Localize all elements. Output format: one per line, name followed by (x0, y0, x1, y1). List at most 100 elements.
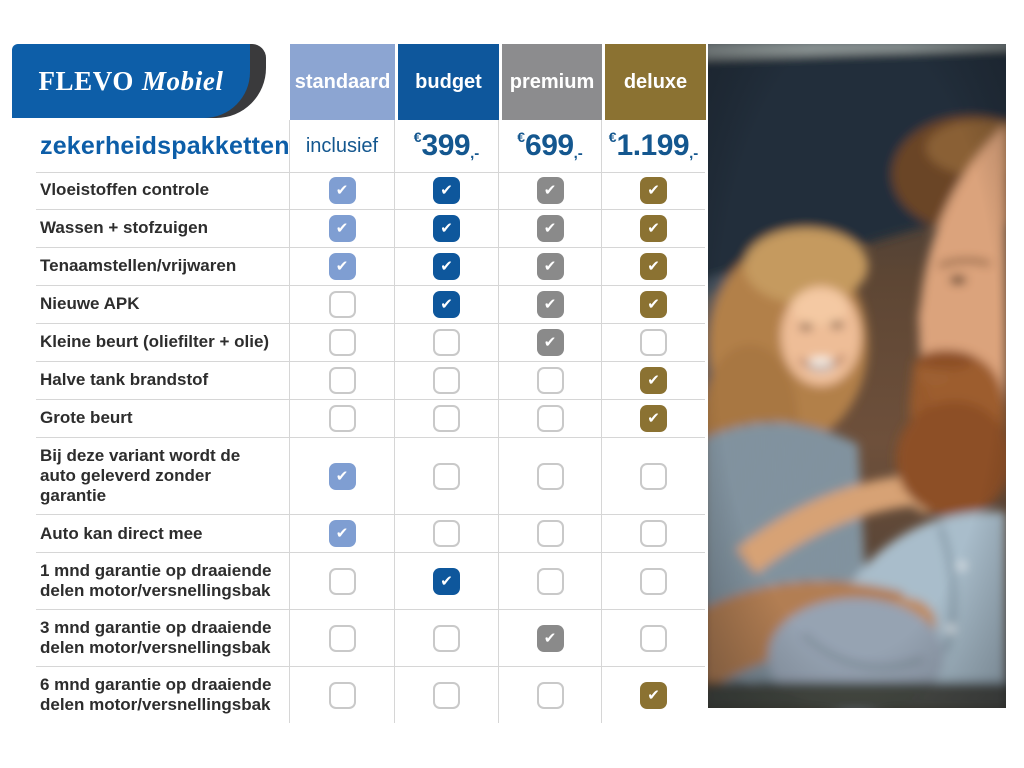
unchecked-checkbox-premium[interactable] (536, 567, 564, 595)
unchecked-checkbox-budget[interactable] (433, 462, 460, 490)
unchecked-checkbox-deluxe[interactable] (640, 567, 667, 595)
unchecked-checkbox-premium[interactable] (536, 681, 564, 709)
check-cell-standaard (289, 553, 394, 610)
checked-checkbox-deluxe[interactable]: ✔ (640, 681, 667, 709)
checked-checkbox-budget[interactable]: ✔ (433, 177, 460, 204)
column-header-deluxe: deluxe (602, 44, 706, 120)
unchecked-checkbox-deluxe[interactable] (640, 624, 667, 652)
unchecked-checkbox-budget[interactable] (433, 681, 460, 709)
unchecked-checkbox-standaard[interactable] (328, 681, 356, 709)
check-cell-deluxe: ✔ (601, 400, 705, 437)
unchecked-checkbox-premium[interactable] (536, 520, 564, 548)
feature-label: Nieuwe APK (40, 294, 140, 314)
feature-row: Wassen + stofzuigen ✔ ✔ ✔ ✔ (36, 210, 705, 248)
unchecked-checkbox-deluxe[interactable] (640, 329, 667, 356)
unchecked-checkbox-deluxe[interactable] (640, 520, 667, 548)
checked-checkbox-deluxe[interactable]: ✔ (640, 291, 667, 318)
unchecked-checkbox-deluxe[interactable] (640, 462, 667, 490)
logo-text: FLEVO Mobiel (38, 66, 223, 97)
feature-row: Bij deze variant wordt de auto geleverd … (36, 438, 705, 516)
price-row: zekerheidspakketten inclusief €399 ,- €699,… (36, 120, 705, 173)
feature-label: 6 mnd garantie op draaiende delen motor/… (40, 675, 272, 715)
checked-checkbox-budget[interactable]: ✔ (433, 291, 460, 318)
column-header-standaard: standaard (290, 44, 395, 120)
checked-checkbox-standaard[interactable]: ✔ (328, 177, 356, 204)
unchecked-checkbox-budget[interactable] (433, 405, 460, 432)
checked-checkbox-deluxe[interactable]: ✔ (640, 177, 667, 204)
feature-row: Nieuwe APK ✔ ✔ ✔ (36, 286, 705, 324)
unchecked-checkbox-premium[interactable] (536, 367, 564, 394)
checked-checkbox-standaard[interactable]: ✔ (328, 462, 356, 490)
unchecked-checkbox-standaard[interactable] (328, 624, 356, 652)
price-suffix: ,- (689, 145, 699, 162)
checked-checkbox-standaard[interactable]: ✔ (328, 215, 356, 242)
unchecked-checkbox-standaard[interactable] (328, 405, 356, 432)
unchecked-checkbox-budget[interactable] (433, 624, 460, 652)
feature-label: Kleine beurt (oliefilter + olie) (40, 332, 270, 352)
unchecked-checkbox-standaard[interactable] (328, 329, 356, 356)
unchecked-checkbox-budget[interactable] (433, 520, 460, 548)
feature-label: Auto kan direct mee (40, 523, 203, 543)
check-cell-deluxe: ✔ (601, 172, 705, 209)
feature-row: 6 mnd garantie op draaiende delen motor/… (36, 667, 705, 724)
unchecked-checkbox-budget[interactable] (433, 329, 460, 356)
check-cell-budget (394, 610, 498, 667)
check-cell-budget (394, 515, 498, 553)
feature-label: Halve tank brandstof (40, 370, 209, 390)
check-cell-deluxe (601, 438, 705, 515)
checked-checkbox-standaard[interactable]: ✔ (328, 253, 356, 280)
checked-checkbox-premium[interactable]: ✔ (536, 291, 564, 318)
checked-checkbox-budget[interactable]: ✔ (433, 215, 460, 242)
price-suffix: ,- (573, 145, 583, 162)
check-cell-standaard (289, 286, 394, 323)
check-cell-standaard (289, 610, 394, 667)
checked-checkbox-budget[interactable]: ✔ (433, 567, 460, 595)
check-cell-premium (498, 515, 601, 553)
unchecked-checkbox-premium[interactable] (536, 462, 564, 490)
feature-label: Tenaamstellen/vrijwaren (40, 256, 237, 276)
checked-checkbox-premium[interactable]: ✔ (536, 624, 564, 652)
checked-checkbox-premium[interactable]: ✔ (536, 253, 564, 280)
feature-label: Grote beurt (40, 408, 133, 428)
unchecked-checkbox-premium[interactable] (536, 405, 564, 432)
check-cell-budget (394, 324, 498, 361)
checked-checkbox-premium[interactable]: ✔ (536, 215, 564, 242)
unchecked-checkbox-standaard[interactable] (328, 567, 356, 595)
package-column-headers: standaard budget premium deluxe (290, 44, 706, 120)
price-amount: 699 (525, 129, 574, 162)
check-cell-premium: ✔ (498, 172, 601, 209)
checked-checkbox-premium[interactable]: ✔ (536, 329, 564, 356)
checked-checkbox-budget[interactable]: ✔ (433, 253, 460, 280)
check-cell-standaard: ✔ (289, 248, 394, 285)
unchecked-checkbox-standaard[interactable] (328, 367, 356, 394)
feature-row: 3 mnd garantie op draaiende delen motor/… (36, 610, 705, 668)
checked-checkbox-deluxe[interactable]: ✔ (640, 215, 667, 242)
price-suffix: ,- (470, 145, 480, 162)
unchecked-checkbox-standaard[interactable] (328, 291, 356, 318)
checked-checkbox-deluxe[interactable]: ✔ (640, 253, 667, 280)
price-amount: 399 (421, 129, 471, 162)
checked-checkbox-premium[interactable]: ✔ (536, 177, 564, 204)
checked-checkbox-deluxe[interactable]: ✔ (640, 405, 667, 432)
column-header-budget: budget (395, 44, 499, 120)
currency-symbol: € (608, 129, 617, 145)
price-standaard: inclusief (289, 120, 394, 172)
check-cell-premium (498, 400, 601, 437)
checked-checkbox-standaard[interactable]: ✔ (328, 520, 356, 548)
feature-label: Bij deze variant wordt de auto geleverd … (40, 446, 241, 506)
check-cell-deluxe: ✔ (601, 286, 705, 323)
check-cell-deluxe: ✔ (601, 248, 705, 285)
check-cell-budget: ✔ (394, 210, 498, 247)
checked-checkbox-deluxe[interactable]: ✔ (640, 367, 667, 394)
check-cell-standaard (289, 362, 394, 399)
check-cell-deluxe: ✔ (601, 667, 705, 724)
check-cell-premium: ✔ (498, 286, 601, 323)
feature-row: Grote beurt ✔ (36, 400, 705, 438)
logo-plate: FLEVO Mobiel (12, 44, 250, 118)
check-cell-budget (394, 438, 498, 515)
check-cell-deluxe (601, 324, 705, 361)
unchecked-checkbox-budget[interactable] (433, 367, 460, 394)
check-cell-standaard (289, 400, 394, 437)
check-cell-standaard: ✔ (289, 438, 394, 515)
feature-label: Vloeistoffen controle (40, 180, 210, 200)
